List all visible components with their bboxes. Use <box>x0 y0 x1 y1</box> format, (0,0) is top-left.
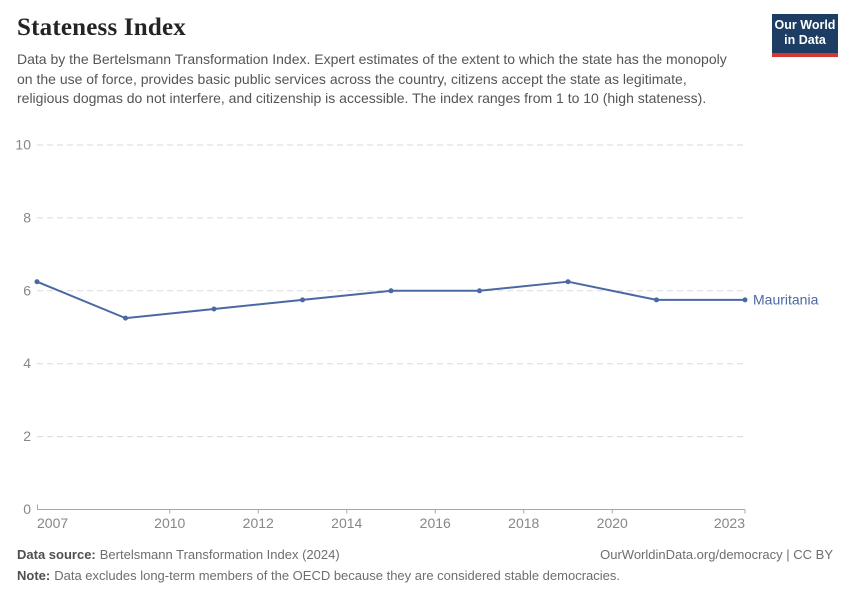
x-axis-tick-label: 2014 <box>331 515 362 531</box>
x-axis-tick-label: 2016 <box>420 515 451 531</box>
rights-link[interactable]: OurWorldinData.org/democracy | CC BY <box>600 547 833 562</box>
data-point[interactable] <box>388 288 394 294</box>
data-point[interactable] <box>300 297 305 303</box>
data-point[interactable] <box>654 297 659 303</box>
data-point[interactable] <box>123 315 128 321</box>
x-axis-tick-label: 2023 <box>714 515 745 531</box>
owid-logo-line1: Our World <box>774 18 836 32</box>
x-axis-tick-label: 2012 <box>243 515 274 531</box>
entity-label[interactable]: Mauritania <box>753 291 819 307</box>
x-axis-tick-label: 2007 <box>37 515 68 531</box>
data-point[interactable] <box>211 306 217 312</box>
data-source-label: Data source: <box>17 547 96 562</box>
chart-title: Stateness Index <box>17 14 186 41</box>
y-axis-tick-label: 10 <box>15 137 31 153</box>
note-label: Note: <box>17 568 51 583</box>
owid-logo-accent-bar <box>772 53 838 57</box>
y-axis-tick-label: 0 <box>23 501 31 517</box>
y-axis-tick-label: 8 <box>23 209 31 225</box>
data-point[interactable] <box>34 279 40 285</box>
note-text: Data excludes long-term members of the O… <box>54 568 620 583</box>
data-source-text: Bertelsmann Transformation Index (2024) <box>99 547 340 562</box>
data-point[interactable] <box>477 288 482 294</box>
y-axis-tick-label: 2 <box>23 428 31 444</box>
chart-subtitle: Data by the Bertelsmann Transformation I… <box>17 51 727 106</box>
x-axis-tick-label: 2010 <box>154 515 185 531</box>
owid-logo-line2: in Data <box>784 33 826 47</box>
data-point[interactable] <box>742 297 748 303</box>
note-row: Note: Data excludes long-term members of … <box>17 568 833 584</box>
data-point[interactable] <box>565 279 571 285</box>
y-axis-tick-label: 4 <box>23 355 31 371</box>
source-row: Data source: Bertelsmann Transformation I… <box>17 547 833 563</box>
x-axis-tick-label: 2018 <box>508 515 539 531</box>
data-source: Data source: Bertelsmann Transformation I… <box>17 547 340 563</box>
owid-logo: Our World in Data <box>772 14 838 57</box>
series-line-mauritania[interactable] <box>36 280 746 320</box>
x-axis-tick-label: 2020 <box>597 515 628 531</box>
chart-footer: Data source: Bertelsmann Transformation I… <box>17 547 833 584</box>
y-axis-tick-label: 6 <box>23 282 31 298</box>
